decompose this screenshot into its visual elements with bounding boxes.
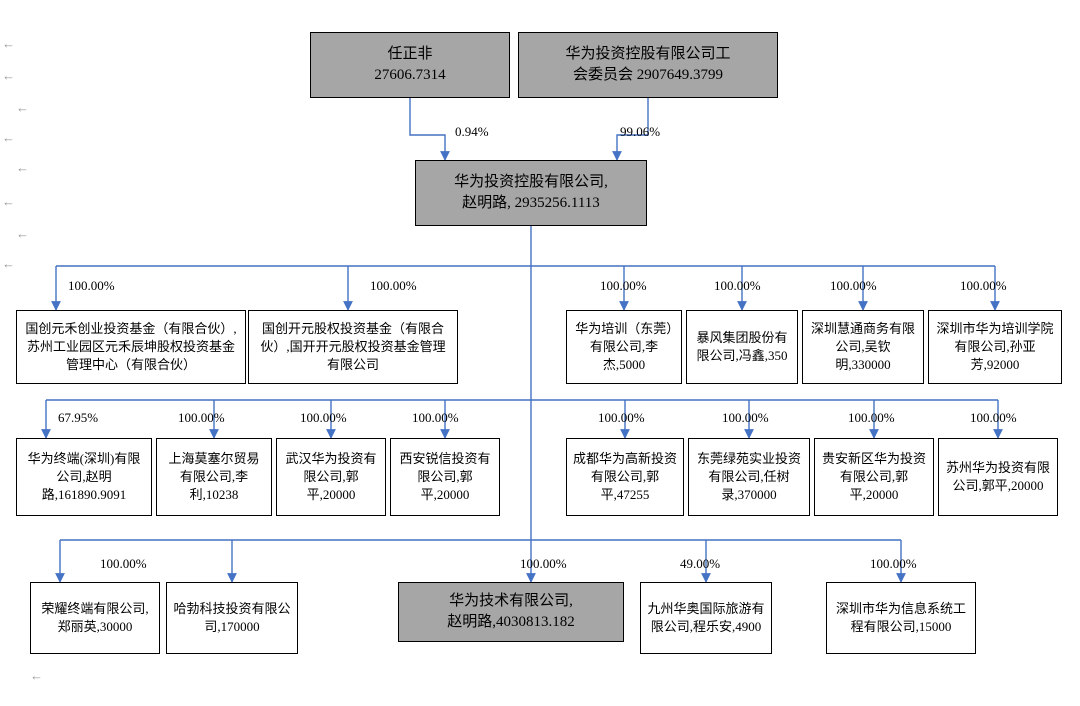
edge-label: 100.00% [848, 410, 895, 426]
edge-label: 100.00% [300, 410, 347, 426]
edge-label: 100.00% [722, 410, 769, 426]
node-r2c5: 成都华为高新投资有限公司,郭平,47255 [566, 438, 684, 516]
edge-label: 100.00% [598, 410, 645, 426]
node-r3c4: 九州华奥国际旅游有限公司,程乐安,4900 [640, 582, 772, 654]
node-r3c1: 荣耀终端有限公司,郑丽英,30000 [30, 582, 160, 654]
node-r2c6: 东莞绿苑实业投资有限公司,任树录,370000 [688, 438, 810, 516]
node-r3c2: 哈勃科技投资有限公司,170000 [166, 582, 298, 654]
edge-label: 67.95% [58, 410, 98, 426]
doc-marker: ← [2, 194, 15, 209]
doc-marker: ← [16, 226, 29, 241]
doc-marker: ← [2, 68, 15, 83]
node-r2c7: 贵安新区华为投资有限公司,郭平,20000 [814, 438, 934, 516]
node-top1: 任正非 27606.7314 [310, 32, 510, 98]
edge-label: 99.06% [620, 124, 660, 140]
node-r1c3: 华为培训（东莞）有限公司,李杰,5000 [566, 310, 682, 384]
node-r1c6: 深圳市华为培训学院有限公司,孙亚芳,92000 [928, 310, 1062, 384]
edge-label: 100.00% [960, 278, 1007, 294]
node-r2c2: 上海莫塞尔贸易有限公司,李利,10238 [156, 438, 272, 516]
node-r1c1: 国创元禾创业投资基金（有限合伙）,苏州工业园区元禾辰坤股权投资基金管理中心（有限… [16, 310, 246, 384]
edge-label: 100.00% [68, 278, 115, 294]
node-r1c4: 暴风集团股份有限公司,冯鑫,350 [686, 310, 798, 384]
node-top2: 华为投资控股有限公司工 会委员会 2907649.3799 [518, 32, 778, 98]
doc-marker: ← [30, 668, 43, 683]
edge-label: 100.00% [600, 278, 647, 294]
node-r1c2: 国创开元股权投资基金（有限合伙）,国开开元股权投资基金管理有限公司 [248, 310, 458, 384]
node-r2c4: 西安锐信投资有限公司,郭平,20000 [390, 438, 500, 516]
node-r1c5: 深圳慧通商务有限公司,吴钦明,330000 [802, 310, 924, 384]
node-r2c8: 苏州华为投资有限公司,郭平,20000 [938, 438, 1058, 516]
edge-label: 0.94% [455, 124, 489, 140]
node-r2c1: 华为终端(深圳)有限公司,赵明路,161890.9091 [16, 438, 152, 516]
node-r3c3: 华为技术有限公司, 赵明路,4030813.182 [398, 582, 624, 642]
doc-marker: ← [16, 160, 29, 175]
edge-label: 100.00% [100, 556, 147, 572]
node-r2c3: 武汉华为投资有限公司,郭平,20000 [276, 438, 386, 516]
edge-label: 100.00% [870, 556, 917, 572]
edge-label: 100.00% [520, 556, 567, 572]
doc-marker: ← [2, 130, 15, 145]
node-hold: 华为投资控股有限公司, 赵明路, 2935256.1113 [415, 160, 647, 226]
doc-marker: ← [2, 36, 15, 51]
edge-label: 100.00% [714, 278, 761, 294]
edge-label: 100.00% [970, 410, 1017, 426]
edge-label: 100.00% [178, 410, 225, 426]
edge-label: 100.00% [412, 410, 459, 426]
edge-label: 100.00% [830, 278, 877, 294]
edge-label: 49.00% [680, 556, 720, 572]
doc-marker: ← [16, 100, 29, 115]
edge-label: 100.00% [370, 278, 417, 294]
doc-marker: ← [2, 256, 15, 271]
node-r3c5: 深圳市华为信息系统工程有限公司,15000 [826, 582, 976, 654]
